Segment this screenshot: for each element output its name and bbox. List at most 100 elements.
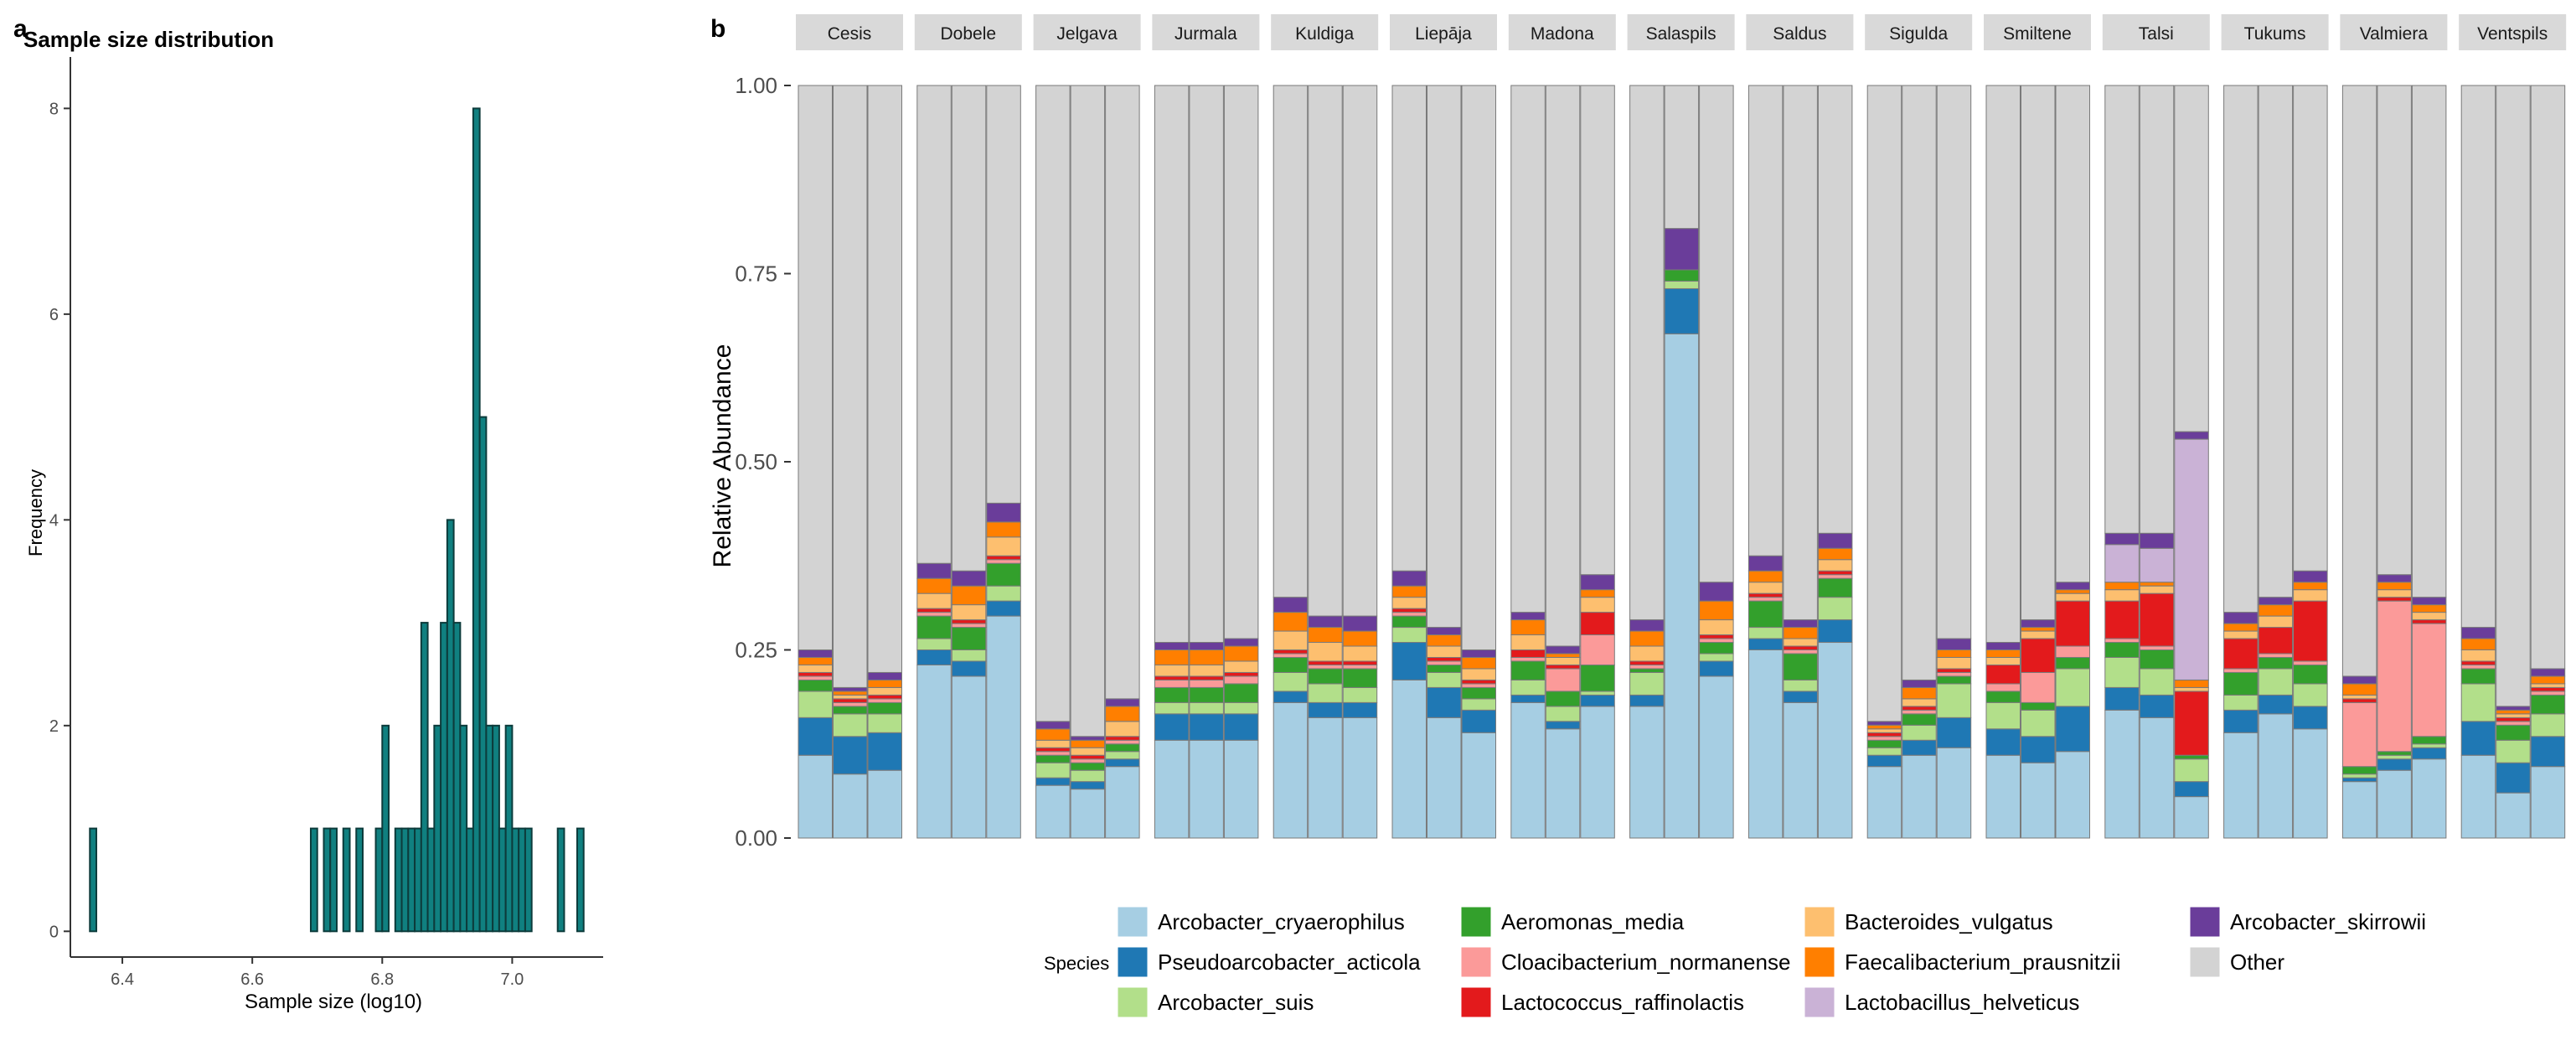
bar-segment: [2174, 691, 2209, 756]
bar-segment: [1154, 675, 1190, 680]
sample-bar: [1105, 85, 1140, 839]
bar-segment: [2496, 792, 2531, 839]
bar-segment: [1391, 570, 1427, 587]
facet-strip: [1865, 14, 1973, 50]
bar-segment: [1342, 615, 1378, 632]
bar-segment: [1308, 701, 1343, 718]
histogram-bar: [426, 827, 436, 933]
bar-segment: [1461, 679, 1496, 685]
bar-segment-other: [2055, 85, 2090, 583]
sample-bar: [1154, 85, 1190, 839]
bar-segment: [2460, 683, 2496, 722]
stacked-bar-y-tick-label: 0.25: [735, 638, 777, 663]
bar-segment-other: [2174, 85, 2209, 432]
facet-panel: Ventspils: [2459, 14, 2567, 839]
histogram-y-tick-label: 0: [49, 923, 59, 941]
bar-segment-other: [2341, 85, 2377, 677]
bar-segment: [2411, 758, 2447, 839]
bar-segment: [833, 706, 868, 715]
bar-segment: [798, 656, 833, 665]
species-legend: Species Arcobacter_cryaerophilus Pseudoar…: [1044, 906, 2426, 1018]
facet-panel: Talsi: [2102, 14, 2210, 839]
sample-bar: [833, 85, 868, 839]
bar-segment: [1747, 600, 1784, 629]
bar-segment: [1035, 751, 1071, 756]
bar-segment: [2530, 694, 2566, 715]
stacked-bar-y-ticks: 0.00 0.25 0.50 0.75 1.00: [735, 73, 791, 851]
bar-segment: [2104, 656, 2140, 688]
bar-segment: [2530, 736, 2566, 768]
bar-segment: [2055, 706, 2090, 753]
bar-segment-other: [1427, 85, 1462, 629]
bar-segment: [2293, 660, 2328, 665]
bar-segment: [1936, 668, 1972, 673]
bar-segment: [916, 615, 952, 639]
bar-segment: [1427, 634, 1462, 647]
bar-segment: [1664, 228, 1700, 271]
bar-segment: [1461, 732, 1496, 839]
bar-segment: [1070, 736, 1106, 741]
bar-segment: [1699, 600, 1734, 621]
bar-segment: [2174, 758, 2209, 783]
bar-segment: [1699, 642, 1734, 655]
sample-bar: [2174, 85, 2209, 839]
bar-segment: [1866, 721, 1902, 726]
bar-segment: [2139, 694, 2175, 718]
sample-bar: [2341, 85, 2377, 839]
bar-segment: [1545, 668, 1581, 692]
stacked-bar-y-tick-label: 0.75: [735, 261, 777, 287]
sample-bar: [1342, 85, 1378, 839]
bar-segment: [2223, 709, 2259, 733]
bar-segment: [2055, 645, 2090, 658]
bar-segment: [1664, 333, 1700, 839]
bar-segment-other: [2021, 85, 2056, 621]
bar-segment-other: [1545, 85, 1581, 647]
bar-segment: [916, 577, 952, 594]
facet-panel: Saldus: [1746, 14, 1854, 839]
histogram-bar: [309, 827, 318, 933]
bar-segment: [798, 649, 833, 658]
bar-segment: [1902, 686, 1937, 700]
bar-segment: [1985, 691, 2021, 703]
bar-segment: [1105, 721, 1140, 737]
bar-segment: [1189, 649, 1224, 665]
bar-segment: [2104, 532, 2140, 546]
bar-segment: [951, 570, 987, 587]
bar-segment: [2530, 675, 2566, 685]
bar-segment: [1308, 664, 1343, 670]
bar-segment: [1936, 747, 1972, 839]
bar-segment: [1223, 739, 1259, 839]
bar-segment: [2377, 582, 2412, 591]
bar-segment: [1580, 691, 1615, 696]
bar-segment: [1699, 638, 1734, 644]
legend-swatch: [1460, 906, 1492, 938]
stacked-bar-facets: Cesis Dobele Jelgava Jurmala Kuldiga Liepāja M…: [796, 14, 2567, 839]
bar-segment: [1817, 559, 1853, 572]
bar-segment: [1985, 754, 2021, 839]
bar-segment: [1783, 679, 1818, 692]
bar-segment: [986, 562, 1021, 587]
legend-item: Other: [2189, 946, 2284, 978]
facet-strip-label: Jurmala: [1174, 24, 1237, 44]
facet-panel: Dobele: [914, 14, 1022, 839]
bar-segment: [1308, 668, 1343, 685]
bar-segment: [1699, 634, 1734, 639]
bar-segment: [1629, 694, 1665, 707]
bar-segment: [2460, 627, 2496, 639]
histogram-bar: [381, 724, 390, 933]
bar-segment: [2496, 713, 2531, 718]
bar-segment: [1427, 686, 1462, 718]
bar-segment: [916, 592, 952, 609]
bar-segment: [2139, 532, 2175, 549]
histogram-bar: [452, 622, 462, 933]
bar-segment: [1866, 728, 1902, 733]
bar-segment: [1035, 728, 1071, 741]
bar-segment: [1461, 649, 1496, 658]
bar-segment: [2223, 668, 2259, 673]
legend-swatch: [2189, 946, 2221, 978]
bar-segment: [867, 679, 902, 688]
bar-segment: [2377, 758, 2412, 771]
bar-segment: [833, 774, 868, 839]
histogram-bar: [323, 827, 332, 933]
sample-bar: [2530, 85, 2566, 839]
